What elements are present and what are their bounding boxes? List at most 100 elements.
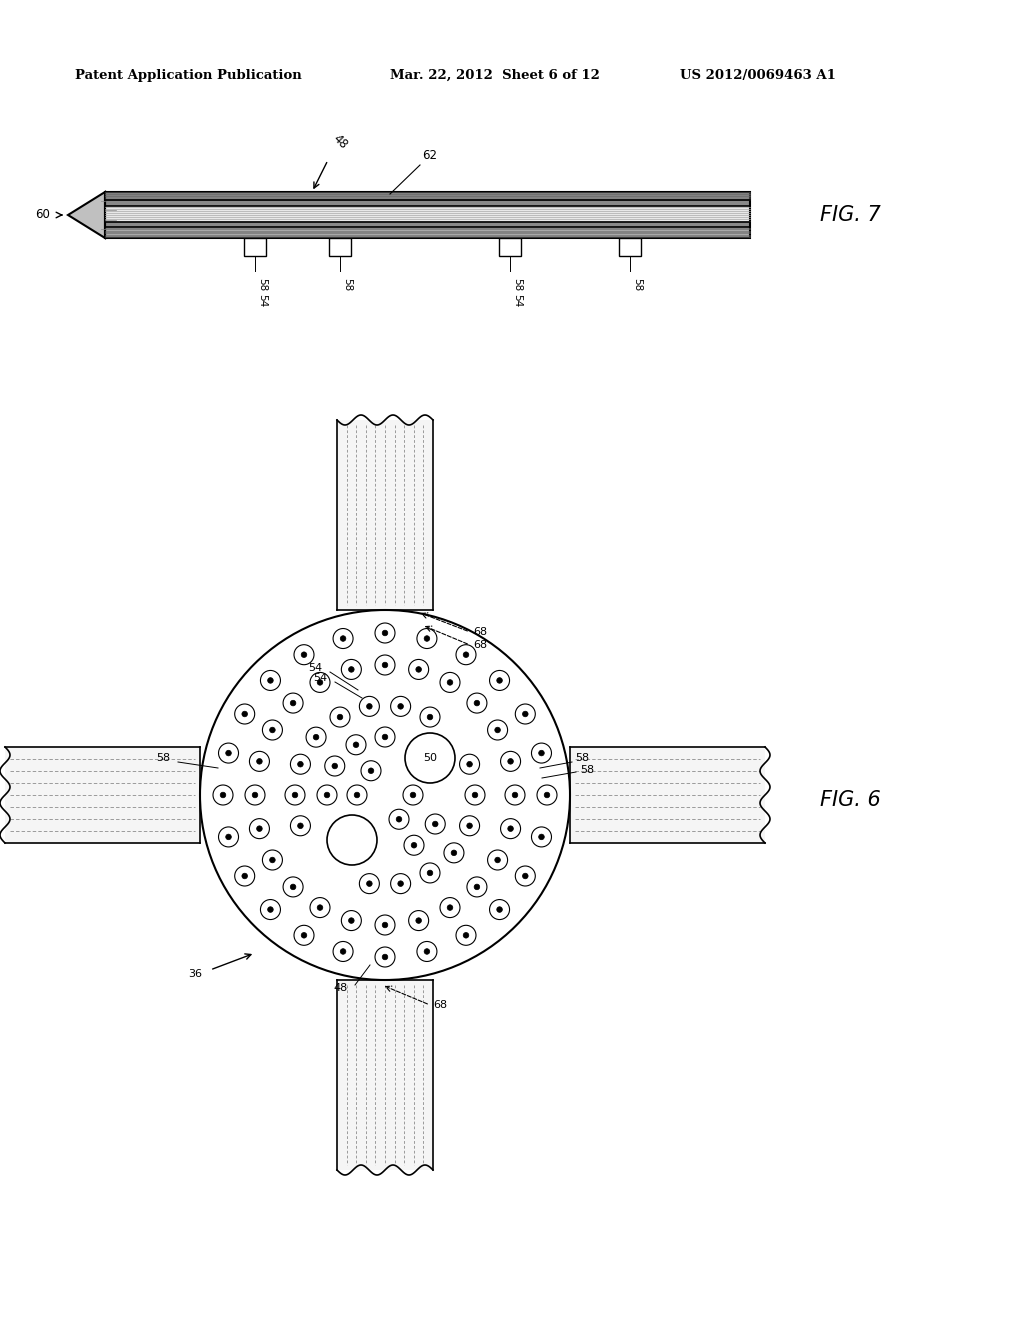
- Circle shape: [291, 754, 310, 775]
- Circle shape: [332, 763, 338, 768]
- Circle shape: [440, 898, 460, 917]
- Text: 54: 54: [313, 673, 327, 682]
- Circle shape: [489, 899, 510, 920]
- Text: 48: 48: [334, 983, 348, 993]
- Text: 62: 62: [422, 149, 437, 162]
- Text: US 2012/0069463 A1: US 2012/0069463 A1: [680, 69, 836, 82]
- Circle shape: [424, 949, 430, 954]
- Circle shape: [267, 907, 273, 912]
- Circle shape: [522, 874, 528, 879]
- Bar: [244, 238, 266, 256]
- Circle shape: [447, 904, 453, 911]
- Text: FIG. 6: FIG. 6: [820, 789, 881, 810]
- Circle shape: [333, 628, 353, 648]
- Circle shape: [294, 925, 314, 945]
- Text: 54: 54: [512, 294, 522, 308]
- Circle shape: [487, 850, 508, 870]
- Circle shape: [298, 822, 303, 829]
- Circle shape: [361, 760, 381, 780]
- Circle shape: [474, 701, 479, 706]
- Bar: [337, 979, 433, 1170]
- Circle shape: [539, 750, 545, 756]
- Text: 58: 58: [575, 752, 589, 763]
- Circle shape: [390, 874, 411, 894]
- Text: FIG. 7: FIG. 7: [820, 205, 881, 224]
- Text: 58: 58: [632, 279, 642, 292]
- Circle shape: [234, 866, 255, 886]
- Circle shape: [522, 711, 528, 717]
- Circle shape: [539, 834, 545, 840]
- Circle shape: [512, 792, 518, 797]
- Text: Mar. 22, 2012  Sheet 6 of 12: Mar. 22, 2012 Sheet 6 of 12: [390, 69, 600, 82]
- Bar: [570, 747, 765, 843]
- Circle shape: [460, 754, 479, 775]
- Circle shape: [416, 917, 422, 924]
- Bar: [105, 191, 750, 201]
- Circle shape: [346, 735, 366, 755]
- Circle shape: [382, 663, 388, 668]
- Text: 68: 68: [473, 627, 487, 638]
- Circle shape: [420, 863, 440, 883]
- Polygon shape: [68, 191, 105, 238]
- Circle shape: [262, 719, 283, 741]
- Circle shape: [310, 672, 330, 693]
- Circle shape: [359, 697, 379, 717]
- Circle shape: [382, 923, 388, 928]
- Circle shape: [463, 652, 469, 657]
- Circle shape: [341, 660, 361, 680]
- Circle shape: [369, 768, 374, 774]
- Circle shape: [463, 932, 469, 939]
- Text: 50: 50: [423, 752, 437, 763]
- Circle shape: [375, 915, 395, 935]
- Circle shape: [347, 785, 367, 805]
- Circle shape: [409, 911, 429, 931]
- Circle shape: [245, 785, 265, 805]
- Circle shape: [269, 857, 275, 863]
- Circle shape: [257, 826, 262, 832]
- Circle shape: [250, 818, 269, 838]
- Circle shape: [333, 941, 353, 961]
- Circle shape: [495, 857, 501, 863]
- Circle shape: [325, 792, 330, 797]
- Circle shape: [353, 742, 358, 747]
- Circle shape: [298, 762, 303, 767]
- Text: 60: 60: [35, 209, 50, 222]
- Circle shape: [330, 708, 350, 727]
- Circle shape: [398, 704, 403, 709]
- Text: 58: 58: [580, 766, 594, 775]
- Circle shape: [472, 792, 478, 797]
- Circle shape: [375, 623, 395, 643]
- Circle shape: [396, 817, 401, 822]
- Bar: [499, 238, 521, 256]
- Circle shape: [348, 667, 354, 672]
- Circle shape: [301, 932, 307, 939]
- Circle shape: [398, 880, 403, 887]
- Circle shape: [367, 704, 372, 709]
- Circle shape: [409, 660, 429, 680]
- Circle shape: [537, 785, 557, 805]
- Circle shape: [467, 693, 487, 713]
- Circle shape: [467, 876, 487, 896]
- Circle shape: [294, 644, 314, 665]
- Circle shape: [403, 785, 423, 805]
- Circle shape: [317, 904, 323, 911]
- Circle shape: [411, 792, 416, 797]
- Circle shape: [474, 884, 479, 890]
- Circle shape: [489, 671, 510, 690]
- Circle shape: [341, 911, 361, 931]
- Circle shape: [290, 884, 296, 890]
- Circle shape: [390, 697, 411, 717]
- Circle shape: [508, 759, 513, 764]
- Text: 54: 54: [257, 294, 267, 308]
- Circle shape: [262, 850, 283, 870]
- Circle shape: [317, 680, 323, 685]
- Bar: [105, 191, 750, 238]
- Circle shape: [497, 677, 503, 684]
- Text: Patent Application Publication: Patent Application Publication: [75, 69, 302, 82]
- Circle shape: [340, 949, 346, 954]
- Circle shape: [250, 751, 269, 771]
- Circle shape: [327, 814, 377, 865]
- Circle shape: [234, 704, 255, 723]
- Circle shape: [290, 701, 296, 706]
- Circle shape: [317, 785, 337, 805]
